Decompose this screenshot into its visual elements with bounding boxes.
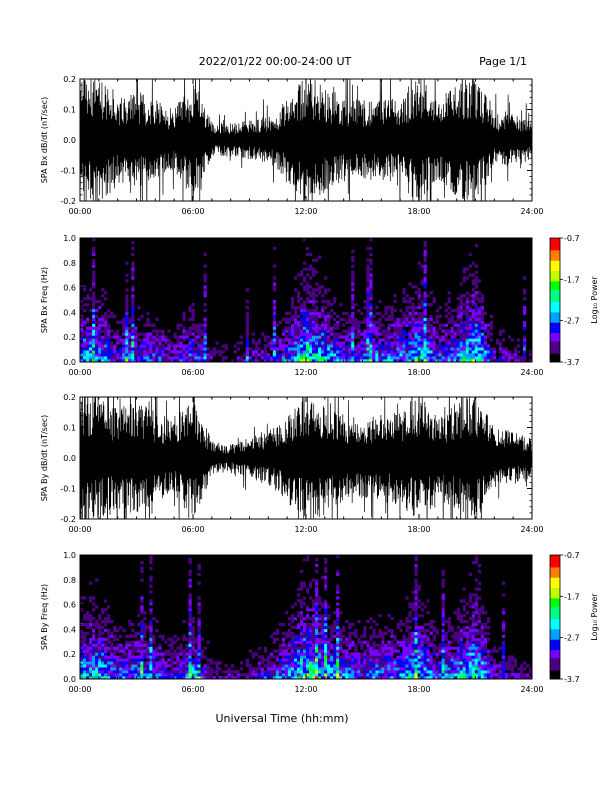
colorbar-tick-label: -0.7 xyxy=(564,551,580,560)
by-dbdt-panel: 00:00 06:00 12:00 18:00 24:00 -0.2 -0.1 0.0 0.1 0… xyxy=(40,393,544,534)
x-tick-label: 18:00 xyxy=(407,368,430,377)
x-tick-label: 18:00 xyxy=(407,207,430,216)
x-tick-label: 00:00 xyxy=(68,525,91,534)
bx-dbdt-panel: 00:00 06:00 12:00 18:00 24:00 -0.2 -0.1 0.0 0.1 0… xyxy=(40,75,544,216)
y-tick-label: 0.8 xyxy=(63,576,76,585)
colorbar-tick-label: -3.7 xyxy=(564,358,580,367)
y-tick-label: 0.4 xyxy=(63,308,76,317)
colorbar: -0.7 -1.7 -2.7 -3.7 Log₁₀ Power xyxy=(549,551,599,684)
y-tick-label: -0.1 xyxy=(60,167,76,176)
colorbar-tick-label: -2.7 xyxy=(564,634,580,643)
x-tick-label: 00:00 xyxy=(68,685,91,694)
y-tick-label: 1.0 xyxy=(63,234,76,243)
spectrogram-cells xyxy=(80,238,533,363)
y-axis-title: SPA Bx Freq (Hz) xyxy=(40,267,49,333)
page-number: Page 1/1 xyxy=(479,55,527,68)
y-tick-label: 0.2 xyxy=(63,75,76,84)
y-tick-label: 0.1 xyxy=(63,106,76,115)
colorbar-tick-label: -0.7 xyxy=(564,234,580,243)
x-tick-label: 12:00 xyxy=(294,525,317,534)
x-tick-label: 06:00 xyxy=(181,207,204,216)
x-tick-label: 12:00 xyxy=(294,685,317,694)
x-tick-label: 24:00 xyxy=(520,685,543,694)
bx-spectrogram-panel: -0.7 -1.7 -2.7 -3.7 Log₁₀ Power 00:00 06:00 12:… xyxy=(40,234,599,377)
y-tick-label: 0.2 xyxy=(63,393,76,402)
y-tick-label: 0.8 xyxy=(63,259,76,268)
y-tick-label: 0.1 xyxy=(63,424,76,433)
colorbar-title: Log₁₀ Power xyxy=(590,276,599,324)
y-tick-label: 0.4 xyxy=(63,625,76,634)
colorbar: -0.7 -1.7 -2.7 -3.7 Log₁₀ Power xyxy=(549,234,599,367)
y-tick-label: -0.2 xyxy=(60,515,76,524)
colorbar-title: Log₁₀ Power xyxy=(590,593,599,641)
colorbar-tick-label: -1.7 xyxy=(564,592,580,601)
colorbar-tick-label: -2.7 xyxy=(564,317,580,326)
x-tick-label: 06:00 xyxy=(181,525,204,534)
x-tick-label: 00:00 xyxy=(68,207,91,216)
x-tick-label: 24:00 xyxy=(520,368,543,377)
x-tick-label: 06:00 xyxy=(181,685,204,694)
x-tick-label: 06:00 xyxy=(181,368,204,377)
spectrogram-cells xyxy=(80,555,533,680)
page-title: 2022/01/22 00:00-24:00 UT xyxy=(199,55,352,68)
y-tick-label: 0.0 xyxy=(63,136,76,145)
y-tick-label: -0.1 xyxy=(60,485,76,494)
x-axis-title: Universal Time (hh:mm) xyxy=(216,712,349,725)
x-tick-label: 12:00 xyxy=(294,368,317,377)
y-tick-label: 0.6 xyxy=(63,284,76,293)
colorbar-tick-label: -1.7 xyxy=(564,275,580,284)
y-tick-label: 0.0 xyxy=(63,454,76,463)
x-tick-label: 24:00 xyxy=(520,525,543,534)
x-tick-label: 18:00 xyxy=(407,685,430,694)
y-tick-label: 0.0 xyxy=(63,358,76,367)
by-spectrogram-panel: -0.7 -1.7 -2.7 -3.7 Log₁₀ Power 00:00 06:00 12:… xyxy=(40,551,599,694)
y-tick-label: 0.2 xyxy=(63,650,76,659)
y-tick-label: 0.6 xyxy=(63,601,76,610)
x-tick-label: 00:00 xyxy=(68,368,91,377)
x-tick-label: 18:00 xyxy=(407,525,430,534)
y-tick-label: 1.0 xyxy=(63,551,76,560)
y-axis-title: SPA Bx dB/dt (nT/sec) xyxy=(40,97,49,184)
y-axis-title: SPA By Freq (Hz) xyxy=(40,584,49,650)
y-axis-title: SPA By dB/dt (nT/sec) xyxy=(40,415,49,502)
colorbar-tick-label: -3.7 xyxy=(564,675,580,684)
y-tick-label: 0.0 xyxy=(63,675,76,684)
x-tick-label: 24:00 xyxy=(520,207,543,216)
dbdt-trace xyxy=(80,397,532,519)
y-tick-label: 0.2 xyxy=(63,333,76,342)
y-tick-label: -0.2 xyxy=(60,197,76,206)
x-tick-label: 12:00 xyxy=(294,207,317,216)
dbdt-trace xyxy=(80,79,532,201)
